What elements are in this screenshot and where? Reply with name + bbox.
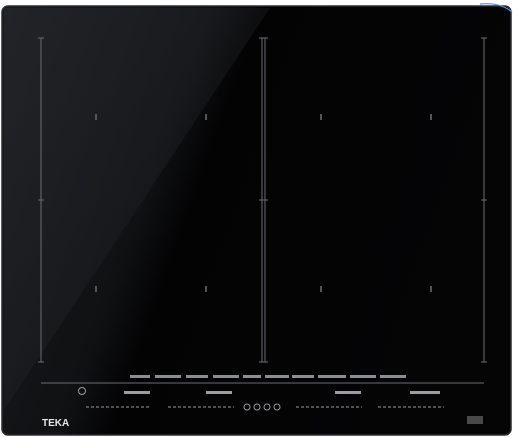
zone-controls[interactable] [124,391,440,394]
cert-badge [467,416,483,424]
edge-highlight [479,3,513,13]
power-button[interactable] [78,387,86,395]
brand-logo: TEKA [42,418,69,429]
center-buttons[interactable] [243,403,281,411]
zone-markers [95,114,432,292]
function-icons [130,375,406,378]
zone-guides [38,37,487,363]
reflection [4,8,270,410]
